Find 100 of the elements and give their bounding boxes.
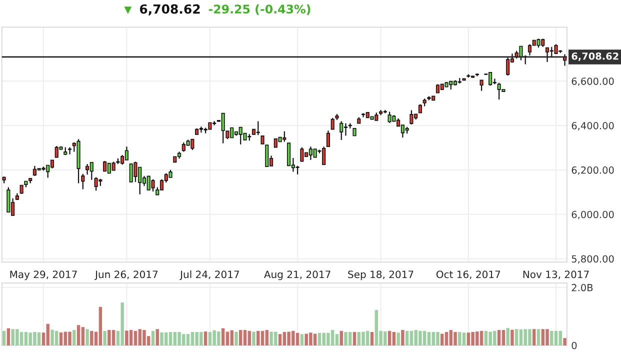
candlestick [344,122,348,136]
bar [558,330,562,346]
bar [98,306,102,346]
bar [554,330,558,346]
bar [515,329,518,346]
candlestick [340,120,344,141]
bar [278,334,282,346]
candlestick [94,176,98,192]
bar [76,325,80,346]
y-tick-label: 5,800.00 [572,255,614,264]
candlestick [330,117,334,130]
bar [86,329,89,346]
y-tick-label: 6,600.00 [572,78,614,86]
bar [396,332,400,346]
bar [352,332,356,346]
candlestick [506,57,510,76]
candlestick [256,120,260,136]
bar [230,330,234,346]
x-tick-label: May 29, 2017 [10,270,77,280]
bar [550,330,554,346]
candlestick [6,186,10,213]
bar [401,330,404,346]
x-tick-label: Aug 21, 2017 [264,270,330,280]
bar [462,332,466,346]
y-tick-label: 6,400.00 [572,122,614,130]
bar [497,330,501,346]
bar [59,332,63,346]
bar [6,328,10,346]
bar [186,334,190,346]
bar [239,330,242,346]
bar [370,332,374,346]
text: 6,708.62 [140,4,200,16]
candlestick [410,110,414,125]
bar [427,332,431,346]
candlestick [480,80,484,92]
candlestick [528,44,532,56]
candlestick [103,160,107,172]
bar [112,330,116,346]
x-tick-label: Jul 24, 2017 [180,270,239,280]
bar [120,302,124,346]
bar [405,330,409,346]
bar [282,332,286,346]
bar [81,327,84,346]
bar [108,330,111,346]
y-tick-label: 2.0B [572,284,593,292]
x-tick-label: Oct 16, 2017 [436,270,500,280]
candlestick [326,130,330,148]
bar [46,324,50,346]
candlestick [81,173,85,190]
bar [265,330,268,346]
candlestick [388,111,392,124]
bar [168,332,172,346]
bar [410,330,414,346]
candlestick [151,178,155,192]
bar [458,332,462,346]
bar [190,332,194,346]
bar [226,332,230,346]
bar [125,330,128,346]
candlestick [497,82,501,100]
bar [248,330,251,346]
candlestick [519,46,523,61]
bar [221,328,225,346]
candlestick [190,138,194,151]
ref-line-label: 6,708.62 [572,52,618,62]
y-tick-label: 6,200.00 [572,166,614,175]
candlestick [287,142,291,166]
candlestick [300,146,304,162]
candlestick [86,163,90,176]
bar [151,330,155,346]
bar [444,332,448,346]
bar [24,332,28,346]
bar [208,332,212,346]
bar [260,330,264,346]
y-tick-label: 0 [572,342,577,350]
candlestick [554,44,558,54]
bar [318,332,322,346]
candlestick [282,130,286,142]
bar [506,328,510,346]
bar [340,330,343,346]
bar [103,330,106,346]
bar [2,330,6,346]
bar [256,330,260,346]
text: ▼ [124,6,132,14]
candlestick [68,146,72,155]
x-tick-label: Sep 18, 2017 [348,270,414,280]
bar [20,332,24,346]
bar [296,332,300,346]
bar [440,334,444,346]
candlestick [129,164,133,182]
x-tick-label: Jun 26, 2017 [94,270,158,280]
bar [300,334,304,346]
bar [243,330,247,346]
candlestick [134,161,138,182]
bar [480,330,484,346]
bar [90,330,94,346]
bar [134,330,138,346]
bar [234,332,238,346]
candlestick [221,112,225,144]
bar [156,329,159,346]
bar [388,330,392,346]
